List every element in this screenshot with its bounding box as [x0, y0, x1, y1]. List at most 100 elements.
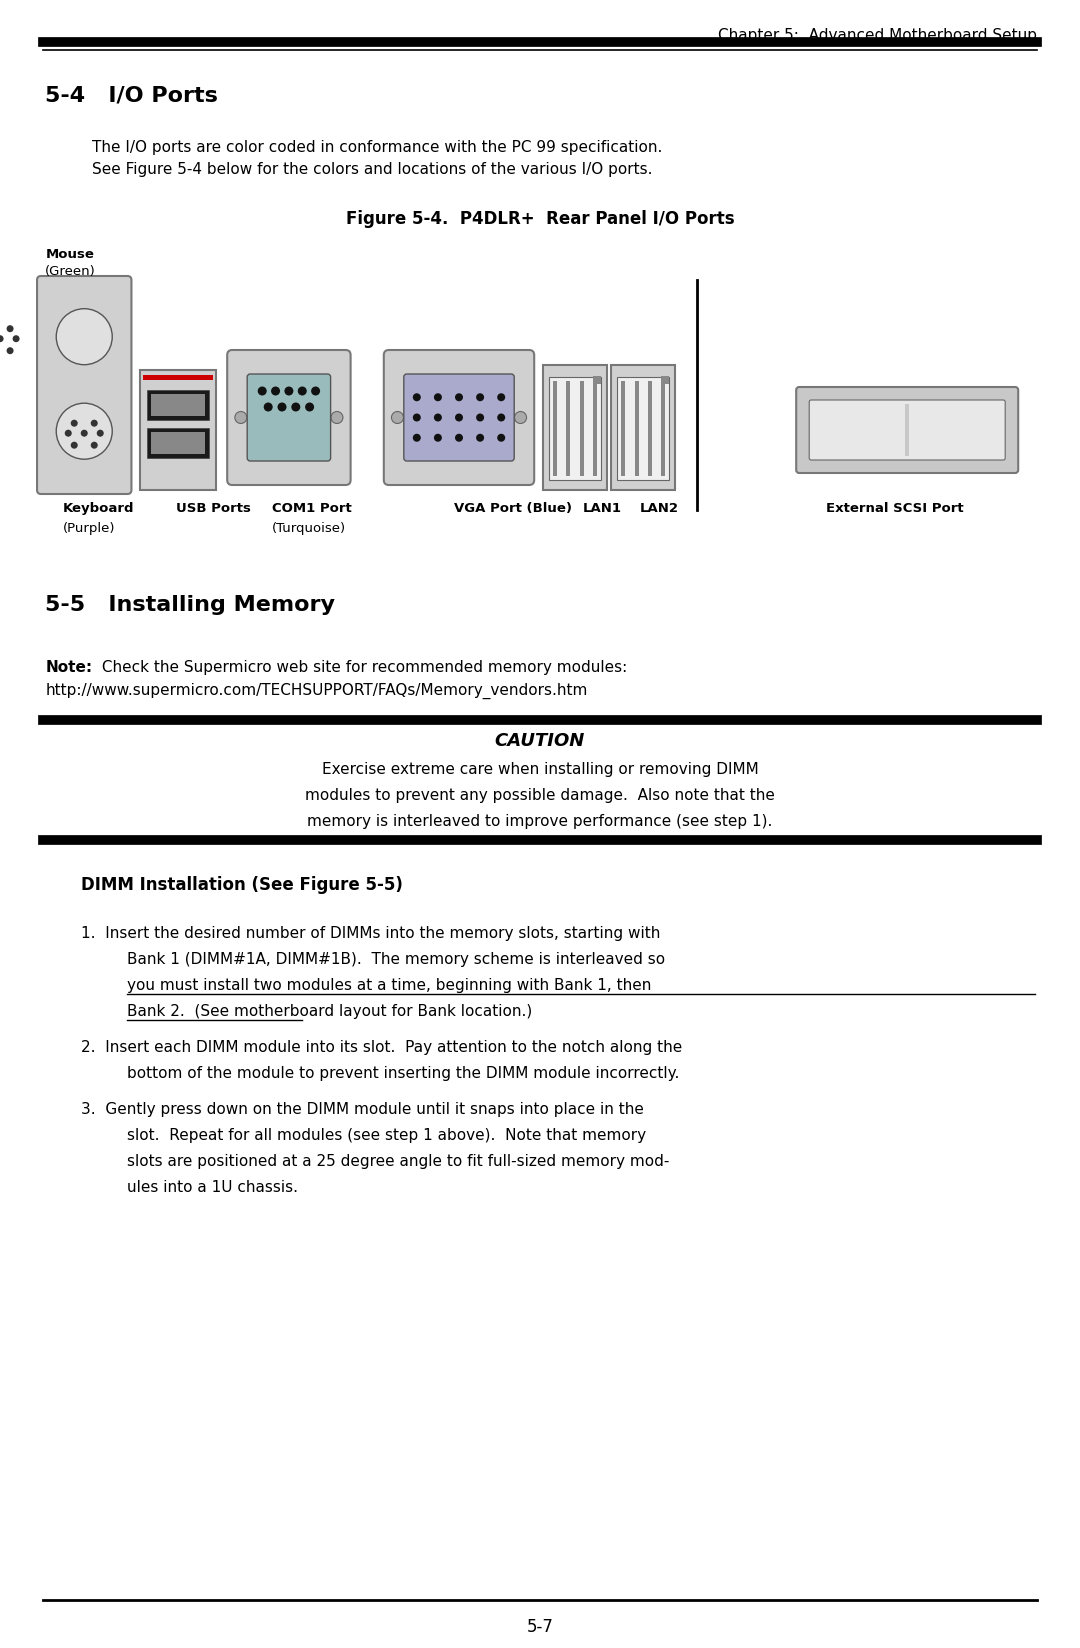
- Text: Mouse: Mouse: [45, 247, 94, 260]
- FancyBboxPatch shape: [383, 349, 535, 485]
- Circle shape: [413, 433, 421, 442]
- Circle shape: [497, 414, 505, 422]
- Circle shape: [91, 420, 97, 427]
- Bar: [144, 376, 213, 381]
- Text: (Turquoise): (Turquoise): [272, 522, 347, 536]
- Circle shape: [455, 414, 463, 422]
- Circle shape: [234, 412, 247, 424]
- Bar: [611, 364, 675, 489]
- FancyBboxPatch shape: [37, 275, 132, 494]
- Text: (Green): (Green): [45, 265, 96, 279]
- Circle shape: [6, 348, 14, 354]
- Circle shape: [292, 402, 300, 412]
- Text: 3.  Gently press down on the DIMM module until it snaps into place in the: 3. Gently press down on the DIMM module …: [81, 1103, 644, 1117]
- Text: LAN1: LAN1: [583, 503, 622, 516]
- Text: Chapter 5:  Advanced Motherboard Setup: Chapter 5: Advanced Motherboard Setup: [718, 28, 1037, 43]
- FancyBboxPatch shape: [809, 400, 1005, 460]
- Circle shape: [91, 442, 97, 448]
- Bar: [550, 377, 600, 480]
- Text: 5-4   I/O Ports: 5-4 I/O Ports: [45, 86, 218, 105]
- Text: slots are positioned at a 25 degree angle to fit full-sized memory mod-: slots are positioned at a 25 degree angl…: [127, 1154, 670, 1168]
- Circle shape: [413, 414, 421, 422]
- Circle shape: [476, 414, 484, 422]
- Circle shape: [514, 412, 527, 424]
- Bar: [648, 381, 651, 476]
- Circle shape: [476, 433, 484, 442]
- Bar: [661, 376, 669, 384]
- Text: CAUTION: CAUTION: [495, 732, 585, 750]
- Bar: [553, 381, 557, 476]
- Bar: [905, 404, 909, 456]
- Circle shape: [6, 325, 14, 333]
- Text: DIMM Installation (See Figure 5-5): DIMM Installation (See Figure 5-5): [81, 877, 403, 893]
- Text: VGA Port (Blue): VGA Port (Blue): [454, 503, 571, 516]
- Text: Note:: Note:: [45, 659, 93, 676]
- Text: 5-7: 5-7: [527, 1618, 553, 1636]
- Circle shape: [65, 430, 71, 437]
- Text: modules to prevent any possible damage.  Also note that the: modules to prevent any possible damage. …: [305, 788, 775, 803]
- Circle shape: [71, 442, 78, 448]
- Text: Figure 5-4.  P4DLR+  Rear Panel I/O Ports: Figure 5-4. P4DLR+ Rear Panel I/O Ports: [346, 209, 734, 227]
- Circle shape: [434, 394, 442, 400]
- Text: Exercise extreme care when installing or removing DIMM: Exercise extreme care when installing or…: [322, 761, 758, 776]
- Bar: [635, 381, 638, 476]
- Circle shape: [13, 335, 19, 343]
- Circle shape: [271, 387, 280, 396]
- Circle shape: [391, 412, 404, 424]
- Circle shape: [56, 404, 112, 460]
- Bar: [661, 381, 665, 476]
- Circle shape: [278, 402, 286, 412]
- Text: you must install two modules at a time, beginning with Bank 1, then: you must install two modules at a time, …: [127, 977, 652, 994]
- FancyBboxPatch shape: [404, 374, 514, 461]
- Text: Bank 1 (DIMM#1A, DIMM#1B).  The memory scheme is interleaved so: Bank 1 (DIMM#1A, DIMM#1B). The memory sc…: [127, 953, 665, 967]
- Circle shape: [306, 402, 314, 412]
- Circle shape: [497, 394, 505, 400]
- Circle shape: [330, 412, 343, 424]
- Circle shape: [455, 433, 463, 442]
- Circle shape: [258, 387, 267, 396]
- Text: 5-5   Installing Memory: 5-5 Installing Memory: [45, 595, 336, 615]
- Circle shape: [497, 433, 505, 442]
- Bar: [140, 371, 216, 489]
- Text: 2.  Insert each DIMM module into its slot.  Pay attention to the notch along the: 2. Insert each DIMM module into its slot…: [81, 1040, 683, 1055]
- FancyBboxPatch shape: [247, 374, 330, 461]
- Circle shape: [56, 308, 112, 364]
- Bar: [618, 377, 669, 480]
- Circle shape: [413, 394, 421, 400]
- Circle shape: [298, 387, 307, 396]
- Bar: [147, 391, 210, 420]
- Text: (Purple): (Purple): [63, 522, 116, 536]
- Text: 1.  Insert the desired number of DIMMs into the memory slots, starting with: 1. Insert the desired number of DIMMs in…: [81, 926, 660, 941]
- Bar: [151, 394, 205, 415]
- Circle shape: [71, 420, 78, 427]
- Text: Bank 2.  (See motherboard layout for Bank location.): Bank 2. (See motherboard layout for Bank…: [127, 1004, 532, 1018]
- Bar: [593, 381, 597, 476]
- Text: USB Ports: USB Ports: [176, 503, 251, 516]
- Text: External SCSI Port: External SCSI Port: [826, 503, 963, 516]
- Bar: [543, 364, 607, 489]
- Text: The I/O ports are color coded in conformance with the PC 99 specification.: The I/O ports are color coded in conform…: [92, 140, 662, 155]
- Circle shape: [434, 414, 442, 422]
- Bar: [580, 381, 583, 476]
- Circle shape: [264, 402, 272, 412]
- Text: See Figure 5-4 below for the colors and locations of the various I/O ports.: See Figure 5-4 below for the colors and …: [92, 162, 652, 176]
- Circle shape: [311, 387, 320, 396]
- Circle shape: [97, 430, 104, 437]
- Text: LAN2: LAN2: [639, 503, 678, 516]
- Circle shape: [434, 433, 442, 442]
- Bar: [621, 381, 625, 476]
- Text: bottom of the module to prevent inserting the DIMM module incorrectly.: bottom of the module to prevent insertin…: [127, 1066, 679, 1081]
- Text: Check the Supermicro web site for recommended memory modules:: Check the Supermicro web site for recomm…: [97, 659, 627, 676]
- Text: Keyboard: Keyboard: [63, 503, 134, 516]
- FancyBboxPatch shape: [227, 349, 351, 485]
- Circle shape: [0, 335, 3, 343]
- Circle shape: [455, 394, 463, 400]
- Bar: [151, 432, 205, 453]
- FancyBboxPatch shape: [796, 387, 1018, 473]
- Bar: [593, 376, 600, 384]
- Bar: [567, 381, 570, 476]
- Text: http://www.supermicro.com/TECHSUPPORT/FAQs/Memory_vendors.htm: http://www.supermicro.com/TECHSUPPORT/FA…: [45, 682, 588, 699]
- Text: COM1 Port: COM1 Port: [272, 503, 352, 516]
- Circle shape: [81, 430, 87, 437]
- Bar: [147, 428, 210, 458]
